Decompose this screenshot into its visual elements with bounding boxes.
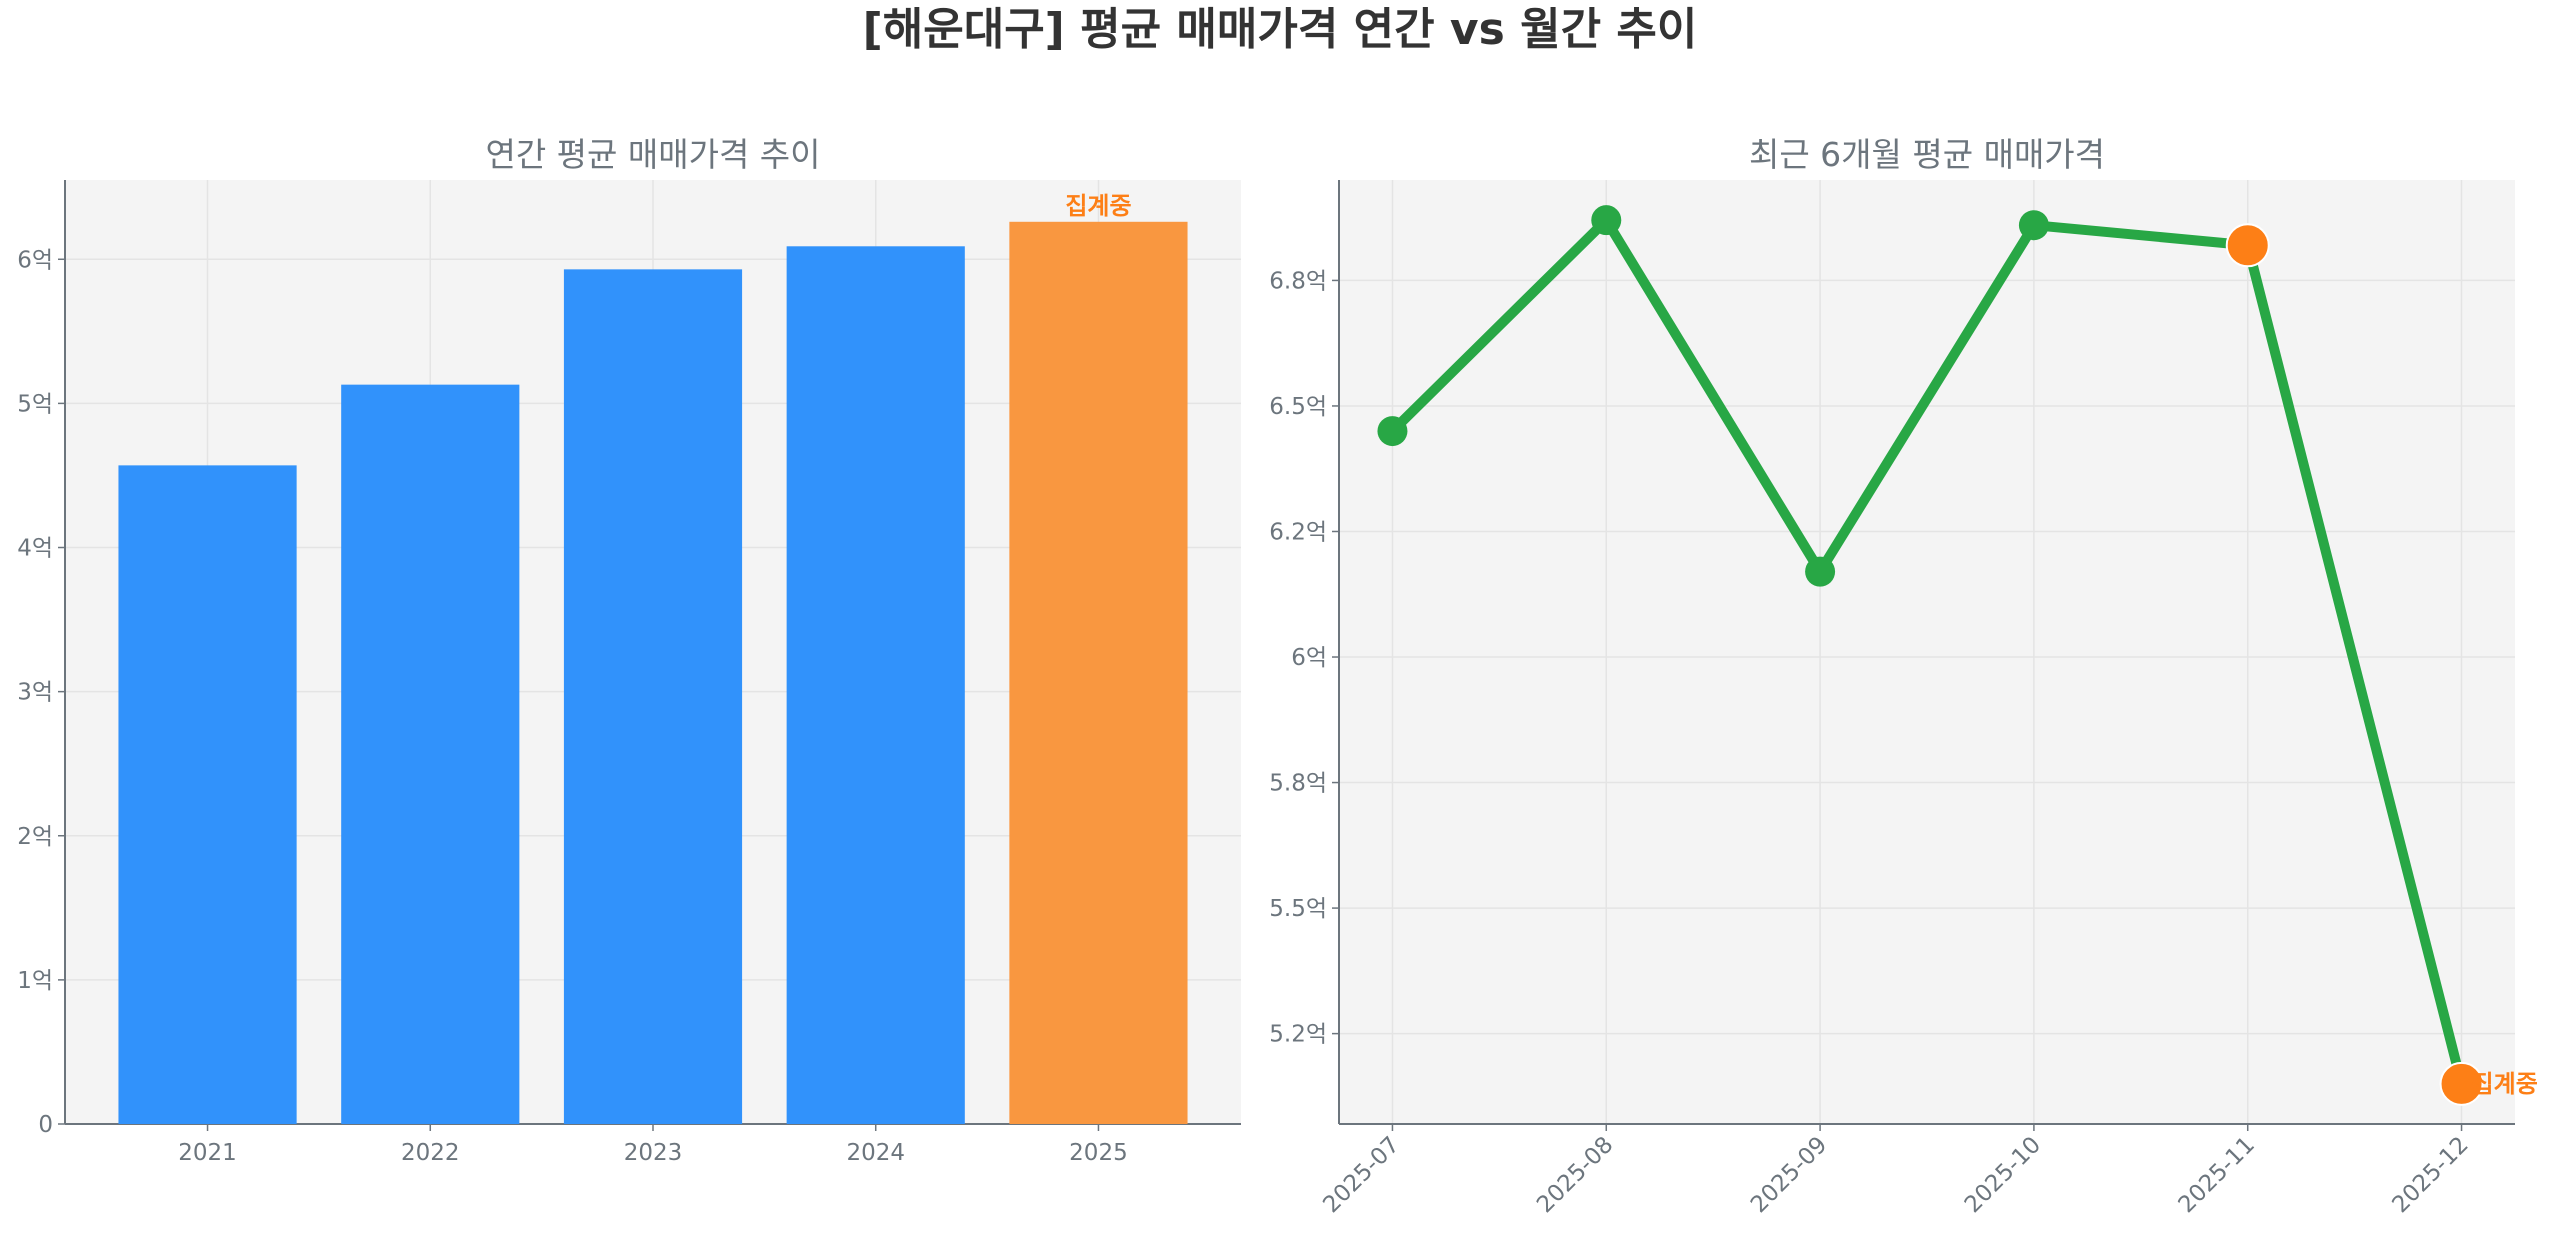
annual-bar-chart: 연간 평균 매매가격 추이 0 1억 2억 3억 4억 5억 6억 2021 2022 2023 2… [17,135,1241,1166]
x-tick-label: 2025-09 [1746,1132,1832,1218]
y-tick-label: 0 [38,1112,53,1138]
y-tick-label: 6.5억 [1269,394,1327,420]
x-tick-label: 2025 [1069,1140,1128,1166]
partial-marker-2025-12 [2439,1061,2484,1106]
bar-2021 [118,465,297,1125]
monthly-chart-title: 최근 6개월 평균 매매가격 [1749,135,2105,174]
marker-2025-07 [1377,416,1408,447]
x-tick-label: 2025-11 [2174,1132,2260,1218]
plot-area [1339,180,2515,1124]
partial-marker-2025-11 [2225,223,2270,268]
marker-2025-10 [2018,210,2049,241]
partial-label: 집계중 [2472,1070,2538,1098]
y-tick-label: 6억 [1291,645,1327,671]
series-line [1388,215,2467,1086]
y-tick-label: 5.2억 [1269,1022,1327,1048]
x-tick-label: 2024 [846,1140,905,1166]
y-tick-label: 5.5억 [1269,896,1327,922]
marker-2025-08 [1591,205,1622,236]
y-tick-label: 5.8억 [1269,771,1327,797]
y-tick-label: 6.8억 [1269,268,1327,294]
x-tick-label: 2025-10 [1960,1132,2046,1218]
x-tick-label: 2022 [401,1140,460,1166]
figure-title: [해운대구] 평균 매매가격 연간 vs 월간 추이 [863,4,1698,55]
marker-2025-09 [1805,556,1836,587]
y-tick-label: 3억 [17,680,53,706]
annual-chart-title: 연간 평균 매매가격 추이 [485,135,820,174]
partial-label: 집계중 [1065,192,1131,220]
bar-2022 [341,384,520,1124]
y-tick-label: 2억 [17,824,53,850]
bar-2024 [786,246,965,1124]
y-tick-label: 6억 [17,247,53,273]
bar-2025 [1009,221,1188,1125]
x-tick-label: 2023 [624,1140,683,1166]
monthly-line-chart: 최근 6개월 평균 매매가격 5.2억 5.5억 5.8억 6억 6.2억 6.5억 6.8… [1269,135,2538,1218]
x-tick-label: 2025-08 [1532,1132,1618,1218]
y-tick-label: 6.2억 [1269,519,1327,545]
x-tick-label: 2025-07 [1318,1132,1404,1218]
x-tick-label: 2025-12 [2387,1132,2473,1218]
y-tick-label: 5억 [17,391,53,417]
y-tick-label: 1억 [17,968,53,994]
bar-2023 [563,269,743,1124]
x-tick-label: 2021 [178,1140,237,1166]
y-tick-label: 4억 [17,536,53,562]
